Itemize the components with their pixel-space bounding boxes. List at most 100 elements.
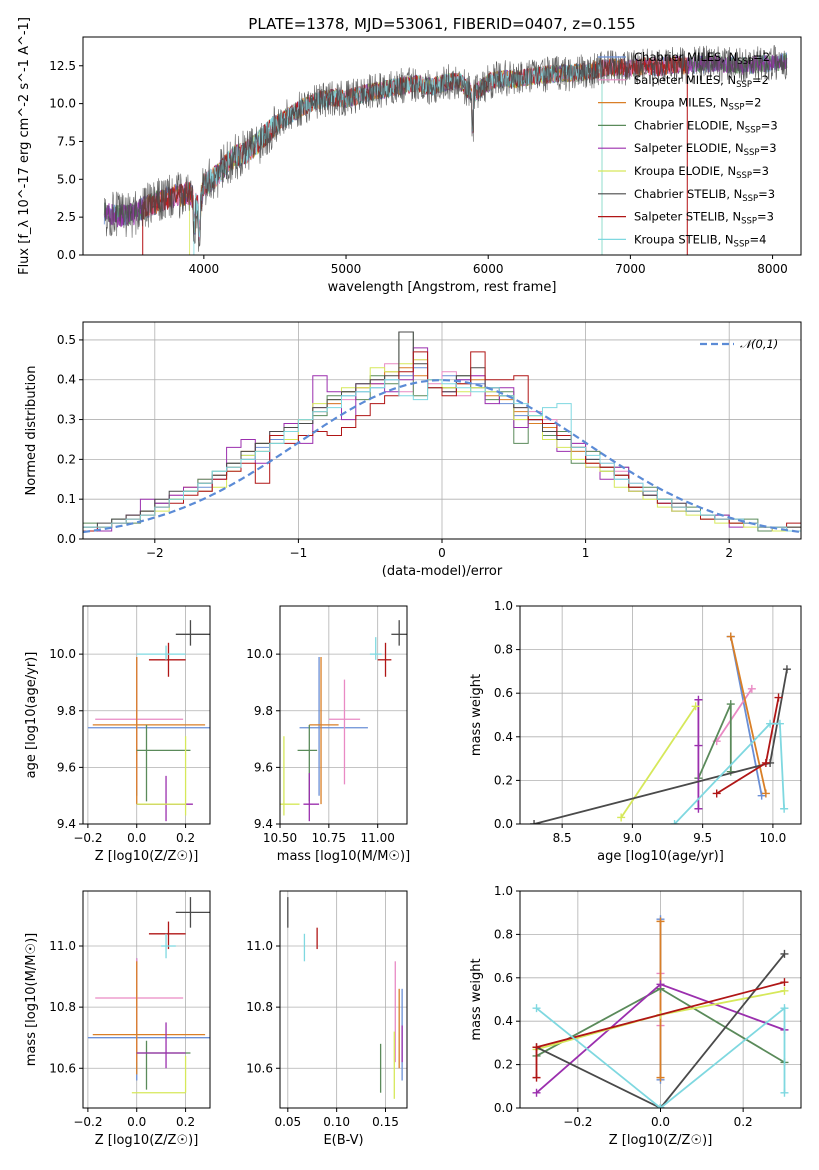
y-tick-label: 10.0 (246, 647, 273, 661)
weight-marker (691, 702, 700, 711)
legend-label: Kroupa ELODIE, NSSP=3 (634, 164, 769, 181)
plot-area-weight-vs-age (530, 632, 791, 824)
weight-marker (775, 719, 784, 728)
x-tick-label: 2 (725, 546, 733, 560)
weight-line-chabrier-elodie (697, 703, 732, 779)
x-tick-label: −2 (146, 546, 164, 560)
panel-mass-vs-EBV: 0.05 0.10 0.15 10.6 10.8 11.0 E(B-V) (246, 890, 408, 1148)
y-tick-label: 1.0 (494, 884, 513, 898)
y-tick-label: 7.5 (57, 134, 76, 148)
weight-marker (656, 1104, 665, 1108)
x-tick-label: 5000 (331, 262, 362, 276)
y-tick-label: 0.1 (57, 492, 76, 506)
legend-label: Kroupa MILES, NSSP=2 (634, 96, 761, 113)
x-axis-label: (data-model)/error (382, 564, 503, 579)
x-tick-label: 0.0 (651, 1115, 670, 1129)
errorbar-point (148, 642, 186, 677)
y-tick-label: 0.3 (57, 413, 76, 427)
y-axis-label: Flux [f_λ 10^-17 erg cm^-2 s^-1 A^-1] (17, 17, 32, 275)
weight-marker (656, 1073, 665, 1082)
y-axis-label: mass weight (469, 674, 484, 756)
y-tick-label: 9.8 (57, 704, 76, 718)
histogram-salpeter-stelib (83, 351, 801, 539)
y-tick-label: 0.4 (494, 730, 513, 744)
y-tick-label: 10.8 (49, 1000, 76, 1014)
x-tick-label: 0 (438, 546, 446, 560)
weight-marker (694, 695, 703, 704)
axes-frame (279, 605, 408, 825)
errorbar-point (136, 1022, 186, 1069)
weight-marker (766, 719, 775, 728)
weight-marker (532, 1043, 541, 1052)
x-tick-label: 9.5 (693, 831, 712, 845)
x-axis-label: age [log10(age/yr)] (597, 849, 724, 864)
errorbar-point (87, 656, 210, 796)
weight-marker (780, 804, 789, 813)
weight-marker (780, 1088, 789, 1097)
weight-marker (747, 684, 756, 693)
errorbar-point (309, 656, 339, 805)
legend-label: Chabrier ELODIE, NSSP=3 (634, 118, 778, 135)
x-tick-label: 1 (582, 546, 590, 560)
weight-marker (761, 789, 770, 798)
y-tick-label: 5.0 (57, 172, 76, 186)
plot-area-age-vs-Z (87, 620, 210, 822)
y-axis-label: mass [log10(M/M☉)] (24, 933, 39, 1066)
x-tick-label: 0.2 (176, 1115, 195, 1129)
y-tick-label: 0.5 (57, 333, 76, 347)
y-tick-label: 9.8 (254, 704, 273, 718)
weight-marker (761, 758, 770, 767)
x-axis-label: Z [log10(Z/Z☉)] (609, 1133, 713, 1148)
weight-line-salpeter-miles (715, 688, 753, 742)
errorbar-point (87, 958, 210, 1081)
x-tick-label: 10.75 (312, 831, 346, 845)
errorbar-point (136, 775, 193, 822)
y-tick-label: 0.8 (494, 927, 513, 941)
weight-marker (780, 949, 789, 958)
x-tick-label: 0.05 (274, 1115, 301, 1129)
y-tick-label: 10.6 (246, 1061, 273, 1075)
y-tick-label: 0.6 (494, 971, 513, 985)
weight-line-chabrier-stelib (536, 953, 786, 1108)
weight-marker (780, 978, 789, 987)
errorbar-point (175, 620, 210, 646)
panel-age-vs-mass: 10.50 10.75 11.00 9.4 9.6 9.8 10.0 mass [log10(… (246, 605, 410, 864)
errorbar-point (92, 656, 206, 805)
errorbar-point (280, 736, 300, 816)
x-tick-label: 0.0 (127, 1115, 146, 1129)
legend-label: Salpeter ELODIE, NSSP=3 (634, 141, 777, 158)
weight-line-kroupa-stelib (673, 722, 785, 824)
errorbar-point (136, 1040, 191, 1090)
plot-area-age-vs-mass (280, 620, 407, 822)
y-tick-label: 10.0 (49, 97, 76, 111)
errorbar-point (328, 679, 361, 785)
x-tick-label: 4000 (189, 262, 220, 276)
errorbar-point (299, 656, 368, 796)
weight-marker (726, 700, 735, 709)
errorbar-point (391, 620, 407, 646)
panel-weight-vs-age: 8.5 9.0 9.5 10.0 0.0 0.2 0.4 0.6 0.8 1.0 age [log1… (469, 599, 802, 864)
errorbar-point (297, 724, 318, 802)
plot-area-mass-vs-EBV (287, 897, 403, 1099)
weight-marker (656, 980, 665, 989)
legend-label: Salpeter MILES, NSSP=2 (634, 73, 769, 90)
y-tick-label: 0.2 (57, 452, 76, 466)
y-axis-label: mass weight (469, 958, 484, 1040)
legend-label: Chabrier STELIB, NSSP=3 (634, 187, 775, 204)
errorbar-point (131, 1056, 187, 1094)
axes-frame (519, 605, 802, 825)
errorbar-point (175, 897, 210, 928)
y-tick-label: 9.4 (254, 817, 273, 831)
y-tick-label: 10.8 (246, 1000, 273, 1014)
errorbar-point (95, 958, 184, 1063)
y-tick-label: 0.4 (494, 1014, 513, 1028)
y-tick-label: 0.0 (57, 248, 76, 262)
weight-line-kroupa-miles (729, 636, 767, 794)
y-axis-label: Normed distribution (24, 366, 39, 496)
weight-marker (726, 632, 735, 641)
y-tick-label: 0.2 (494, 773, 513, 787)
weight-marker (774, 693, 783, 702)
y-tick-label: 9.6 (254, 760, 273, 774)
errorbar-point (303, 773, 320, 822)
panel-weight-vs-Z: −0.2 0.0 0.2 0.0 0.2 0.4 0.6 0.8 1.0 Z [log10(Z/Z… (469, 884, 802, 1148)
